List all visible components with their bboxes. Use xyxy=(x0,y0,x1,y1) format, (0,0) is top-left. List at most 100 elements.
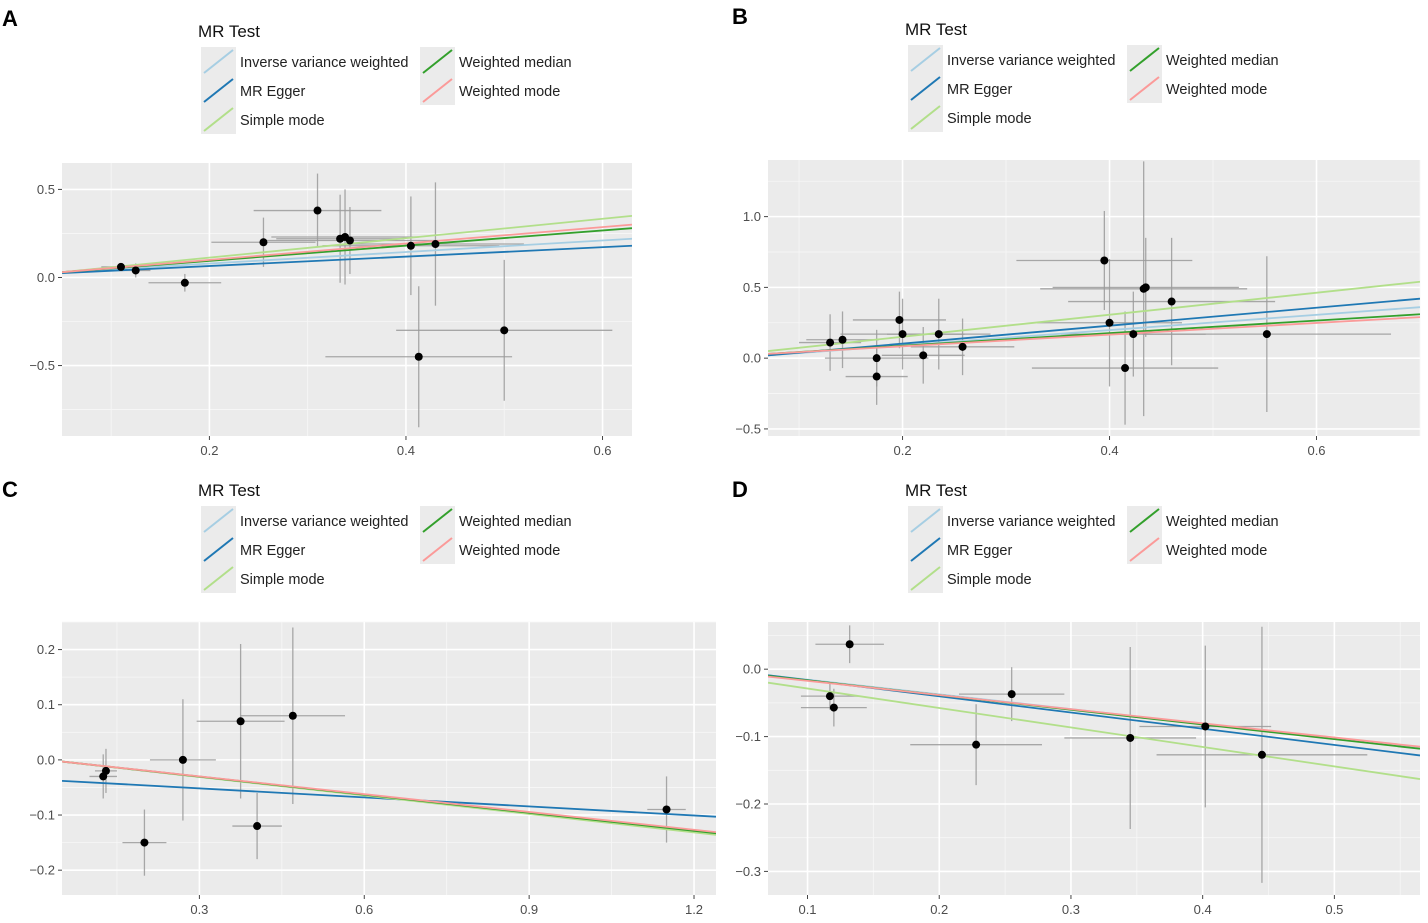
legend-label: Weighted median xyxy=(459,55,572,71)
legend-label: Inverse variance weighted xyxy=(947,53,1115,69)
data-point xyxy=(1129,330,1138,339)
x-tick-label: 0.9 xyxy=(520,902,538,917)
legend-key-line xyxy=(203,508,234,533)
data-point xyxy=(431,240,440,249)
panel-background xyxy=(62,622,716,895)
data-point xyxy=(116,262,125,271)
plot-area xyxy=(62,627,716,876)
legend-label: Inverse variance weighted xyxy=(240,514,408,530)
data-point xyxy=(1126,733,1135,742)
x-tick-label: 0.4 xyxy=(1194,902,1212,917)
legend: MR Test Inverse variance weighted MR Egger… xyxy=(905,20,1279,132)
legend-label: Weighted mode xyxy=(459,84,560,100)
legend-key-line xyxy=(910,47,941,72)
panel-background xyxy=(62,163,632,436)
plot-area xyxy=(768,625,1420,883)
gridlines xyxy=(62,621,716,895)
legend-label: Simple mode xyxy=(240,113,325,129)
legend-key-line xyxy=(1129,508,1160,533)
legend-label: Weighted median xyxy=(1166,514,1279,530)
legend-key xyxy=(201,47,236,76)
legend-key-line xyxy=(910,566,941,591)
regression-line xyxy=(62,244,632,274)
x-tick-label: 0.2 xyxy=(930,902,948,917)
x-tick-label: 0.4 xyxy=(1100,443,1118,458)
regression-line xyxy=(768,297,1420,357)
legend-key xyxy=(1127,74,1162,103)
y-tick-label: −0.1 xyxy=(29,808,55,823)
x-tick-label: 0.2 xyxy=(200,443,218,458)
data-point xyxy=(1201,722,1210,731)
legend: MR Test Inverse variance weighted MR Egger… xyxy=(198,481,572,593)
regression-line xyxy=(768,681,1420,780)
legend-key xyxy=(1127,45,1162,74)
data-point xyxy=(919,351,928,360)
y-tick-label: −0.2 xyxy=(735,797,761,812)
data-point xyxy=(934,330,943,339)
x-tick-label: 1.2 xyxy=(685,902,703,917)
legend-label: Weighted mode xyxy=(1166,543,1267,559)
legend-key-line xyxy=(203,78,234,103)
data-point xyxy=(1167,297,1176,306)
legend-key xyxy=(908,506,943,535)
legend-key xyxy=(201,76,236,105)
panel-label: D xyxy=(732,477,748,502)
legend-key xyxy=(420,47,455,76)
legend-label: Simple mode xyxy=(947,111,1032,127)
panel-b: B MR Test Inverse variance weighted MR Egge… xyxy=(732,4,1421,458)
panel-c: C MR Test Inverse variance weighted MR Egge… xyxy=(2,477,716,917)
legend-key xyxy=(420,76,455,105)
data-point xyxy=(1262,330,1271,339)
legend-label: Simple mode xyxy=(240,572,325,588)
legend-title: MR Test xyxy=(198,481,260,500)
legend-label: Weighted median xyxy=(1166,53,1279,69)
panel-a: A MR Test Inverse variance weighted MR Egge… xyxy=(2,6,632,458)
legend-key-line xyxy=(422,78,453,103)
regression-line xyxy=(62,214,632,274)
panel-background xyxy=(768,622,1420,895)
legend-label: Simple mode xyxy=(947,572,1032,588)
data-point xyxy=(99,772,108,781)
legend-key xyxy=(908,564,943,593)
data-point xyxy=(406,241,415,250)
data-point xyxy=(236,717,245,726)
legend: MR Test Inverse variance weighted MR Egger… xyxy=(905,481,1279,593)
legend-key-line xyxy=(203,537,234,562)
regression-line xyxy=(62,760,716,834)
y-tick-label: 0.0 xyxy=(743,662,761,677)
legend-key-line xyxy=(203,107,234,132)
panel-d: D MR Test Inverse variance weighted MR Egge… xyxy=(732,477,1420,917)
panel-background xyxy=(768,160,1420,436)
legend-label: Weighted median xyxy=(459,514,572,530)
y-tick-label: −0.2 xyxy=(29,863,55,878)
data-point xyxy=(253,822,262,831)
legend-key-line xyxy=(203,49,234,74)
legend-key xyxy=(201,535,236,564)
y-tick-label: 0.0 xyxy=(37,752,55,767)
legend-label: Inverse variance weighted xyxy=(947,514,1115,530)
legend-key xyxy=(201,506,236,535)
legend-key xyxy=(908,535,943,564)
data-point xyxy=(500,326,509,335)
legend-key xyxy=(420,506,455,535)
data-point xyxy=(662,805,671,814)
data-point xyxy=(131,266,140,275)
legend-key xyxy=(908,45,943,74)
data-point xyxy=(1105,318,1114,327)
legend-key xyxy=(201,564,236,593)
legend-key-line xyxy=(910,76,941,101)
data-point xyxy=(972,740,981,749)
data-point xyxy=(958,342,967,351)
panel-label: A xyxy=(2,6,18,31)
data-point xyxy=(178,755,187,764)
data-point xyxy=(872,372,881,381)
data-point xyxy=(345,236,354,245)
y-tick-label: −0.1 xyxy=(735,729,761,744)
y-tick-label: −0.5 xyxy=(735,421,761,436)
data-point xyxy=(313,206,322,215)
legend-key-line xyxy=(1129,76,1160,101)
legend-key-line xyxy=(203,566,234,591)
data-point xyxy=(825,692,834,701)
y-tick-label: 0.1 xyxy=(37,697,55,712)
